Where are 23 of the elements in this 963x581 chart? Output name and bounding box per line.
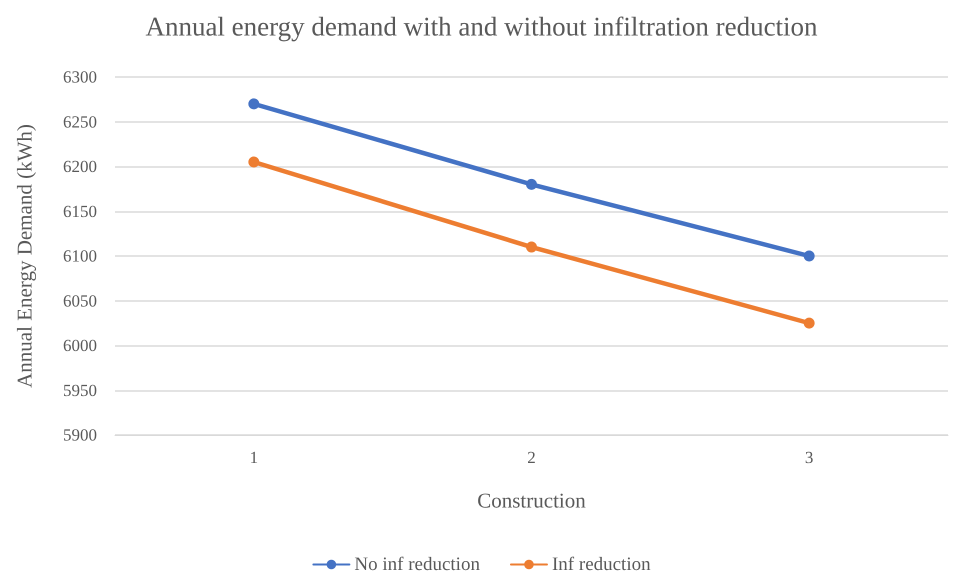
legend-label: No inf reduction (354, 554, 480, 575)
chart-title: Annual energy demand with and without infiltration reduction (145, 12, 818, 42)
y-tick-label: 6300 (63, 68, 97, 86)
y-tick-label: 5950 (63, 380, 97, 400)
y-tick-label: 5900 (63, 426, 97, 444)
point (526, 178, 537, 190)
y-axis-title: Annual Energy Demand (kWh) (12, 124, 36, 388)
y-tick-label: 6150 (63, 202, 97, 221)
y-tick-label: 6200 (63, 157, 97, 176)
x-tick-label: 3 (804, 448, 814, 467)
x-axis-title: Construction (477, 488, 586, 512)
point (804, 250, 815, 262)
point (526, 242, 537, 253)
point (248, 98, 260, 110)
legend-label: Inf reduction (552, 554, 652, 575)
y-tick-label: 6100 (63, 246, 97, 266)
x-tick-label: 2 (527, 448, 536, 467)
y-tick-label: 6050 (63, 291, 97, 310)
y-tick-label: 6250 (63, 112, 97, 132)
point (804, 318, 815, 329)
point (248, 156, 260, 168)
y-tick-label: 6000 (63, 336, 97, 355)
x-tick-label: 1 (250, 448, 258, 467)
